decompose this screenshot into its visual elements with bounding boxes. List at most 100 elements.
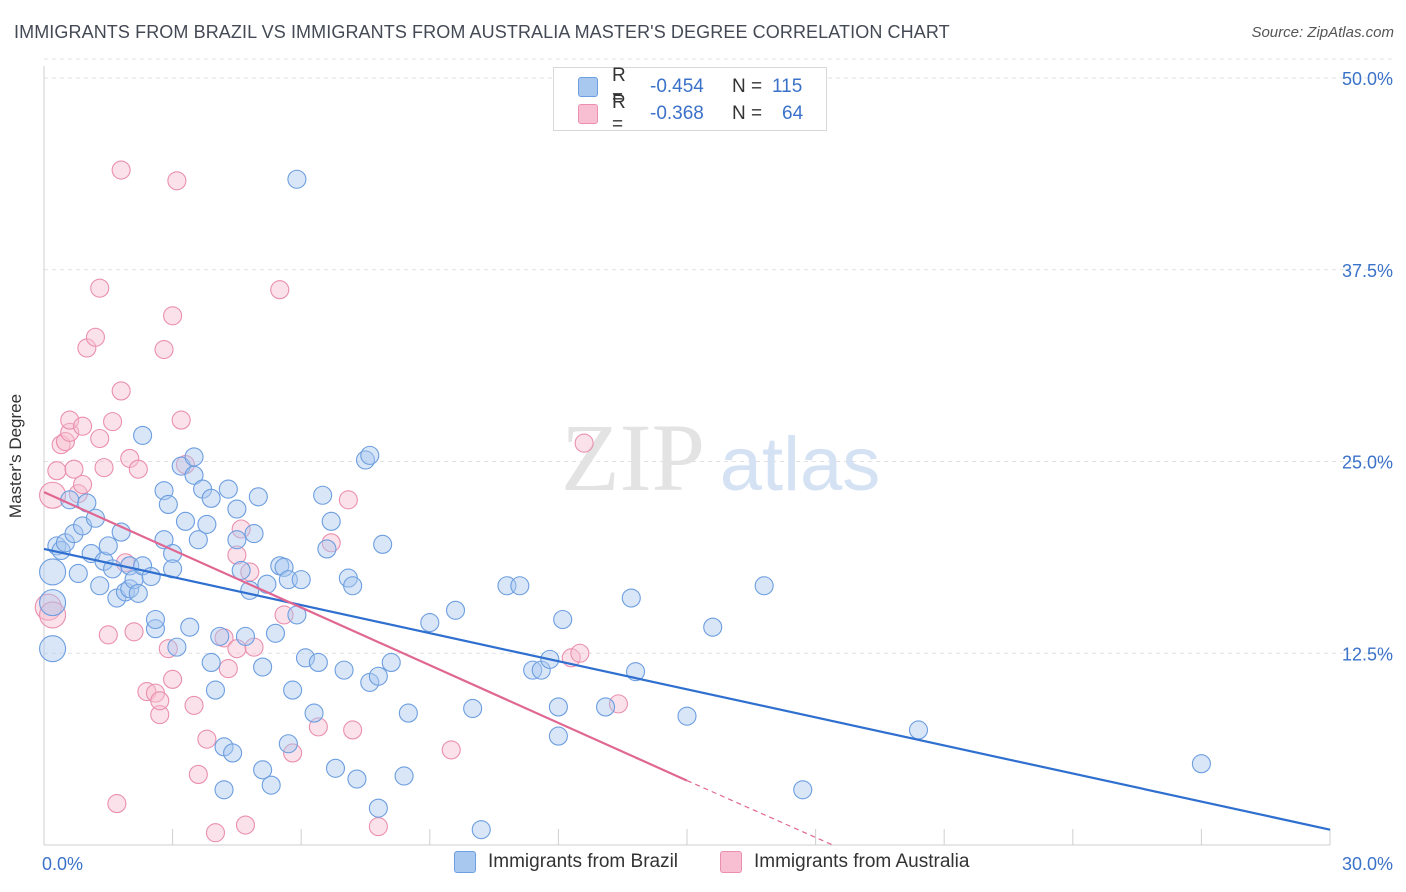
brazil-legend-swatch	[454, 851, 476, 873]
australia-point	[171, 410, 191, 430]
y-tick-label: 50.0%	[1342, 69, 1393, 89]
legend-item-australia[interactable]: Immigrants from Australia	[720, 851, 969, 873]
brazil-point	[317, 539, 337, 559]
brazil-point	[908, 720, 929, 740]
brazil-point	[248, 487, 268, 507]
brazil-point	[304, 703, 324, 723]
australia-point	[111, 381, 131, 401]
brazil-point	[261, 775, 281, 795]
legend-item-brazil[interactable]: Immigrants from Brazil	[454, 851, 678, 873]
brazil-point	[793, 780, 813, 800]
brazil-point	[754, 576, 774, 596]
australia-point	[570, 643, 590, 663]
australia-point	[205, 823, 226, 843]
brazil-point	[445, 600, 466, 620]
brazil-point	[188, 530, 208, 550]
australia-point	[270, 280, 290, 300]
brazil-point	[231, 560, 251, 580]
source-label: Source: ZipAtlas.com	[1251, 24, 1394, 41]
brazil-point	[218, 479, 238, 499]
australia-point	[39, 601, 67, 629]
axes	[43, 66, 1331, 846]
australia-point	[47, 461, 67, 481]
brazil-point	[283, 680, 303, 700]
brazil-point	[463, 698, 483, 719]
australia-point	[150, 691, 170, 711]
brazil-point	[175, 511, 196, 531]
brazil-point	[227, 530, 247, 550]
australia-point	[107, 794, 127, 814]
brazil-point	[287, 169, 307, 189]
brazil-point	[381, 652, 401, 673]
australia-point	[128, 459, 148, 479]
australia-point	[218, 659, 238, 679]
r-value: -0.454	[650, 76, 704, 97]
australia-point	[64, 459, 84, 479]
australia-point	[231, 519, 251, 539]
australia-point	[111, 160, 131, 180]
australia-point	[34, 593, 62, 621]
brazil-point	[128, 583, 148, 603]
brazil-point	[197, 514, 217, 534]
series-legend: Immigrants from Brazil Immigrants from A…	[0, 851, 1406, 877]
brazil-point	[703, 617, 723, 637]
brazil-point	[90, 576, 110, 596]
australia-point	[103, 412, 123, 432]
y-tick-label: 12.5%	[1342, 644, 1393, 664]
brazil-point	[368, 666, 388, 686]
brazil-point	[325, 758, 346, 778]
brazil-point	[291, 570, 311, 590]
australia-point	[441, 740, 461, 760]
australia-point	[163, 306, 183, 326]
tick-labels: 12.5% 25.0% 37.5% 50.0% 0.0% 30.0%	[42, 69, 1393, 874]
australia-legend-swatch	[720, 851, 742, 873]
trend-lines	[43, 491, 1331, 846]
brazil-point	[184, 447, 204, 467]
y-tick-label: 25.0%	[1342, 453, 1393, 473]
australia-point	[368, 817, 388, 837]
brazil-point	[343, 576, 363, 596]
australia-point	[150, 705, 170, 725]
brazil-point	[360, 445, 380, 465]
brazil-point	[201, 652, 221, 673]
brazil-point	[167, 637, 187, 657]
australia-point	[184, 695, 204, 715]
australia-point	[227, 545, 247, 565]
brazil-point	[158, 494, 178, 515]
australia-point	[197, 729, 217, 749]
australia-points	[34, 160, 628, 843]
brazil-point	[68, 563, 88, 584]
brazil-point	[278, 734, 298, 754]
r-value: -0.368	[650, 103, 704, 124]
watermark-atlas: atlas	[720, 422, 881, 507]
brazil-point	[214, 780, 234, 800]
brazil-point	[321, 511, 341, 531]
y-tick-label: 37.5%	[1342, 261, 1393, 281]
australia-point	[154, 339, 174, 360]
australia-point	[90, 278, 110, 298]
australia-point	[94, 458, 114, 478]
brazil-point	[420, 613, 440, 633]
watermark-zip: ZIP	[561, 404, 705, 511]
brazil-point	[373, 534, 393, 554]
brazil-point	[39, 558, 67, 586]
brazil-point	[398, 703, 418, 723]
legend-row-brazil: R = -0.454 N = 115	[578, 65, 802, 108]
australia-point	[163, 669, 183, 689]
watermark: ZIP atlas	[561, 404, 880, 511]
brazil-swatch	[578, 77, 598, 97]
brazil-point	[120, 579, 140, 599]
australia-legend-label: Immigrants from Australia	[754, 851, 970, 872]
y-axis-label: Master's Degree	[6, 393, 25, 519]
brazil-point	[171, 456, 191, 476]
brazil-point	[265, 623, 286, 643]
correlation-legend: R = -0.454 N = 115 R = -0.368 N = 64	[553, 65, 827, 135]
brazil-points	[39, 169, 1211, 840]
brazil-point	[334, 660, 354, 680]
chart-title: IMMIGRANTS FROM BRAZIL VS IMMIGRANTS FRO…	[14, 22, 950, 42]
australia-trend-line	[43, 491, 688, 782]
brazil-point	[295, 648, 316, 668]
brazil-point	[596, 697, 616, 717]
brazil-point	[39, 635, 67, 663]
